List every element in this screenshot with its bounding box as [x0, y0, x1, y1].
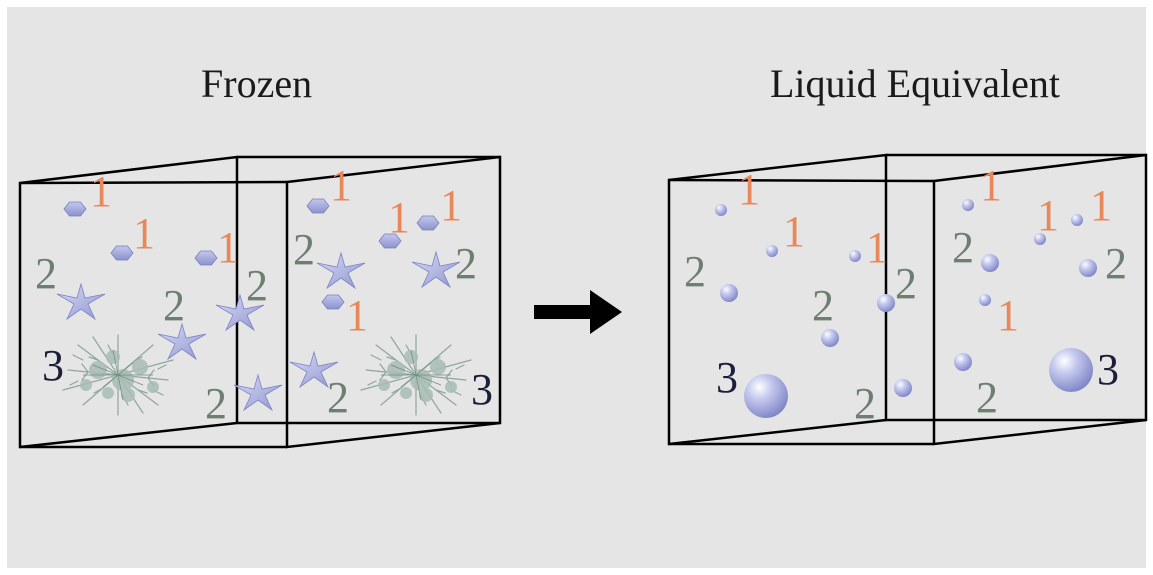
- label-3: 3: [471, 365, 493, 414]
- medium-sphere-icon: [1079, 259, 1097, 277]
- label-2: 2: [976, 373, 998, 422]
- label-2: 2: [895, 259, 917, 308]
- snowflake-cluster-icon: [62, 334, 174, 416]
- label-1: 1: [866, 223, 888, 272]
- label-2: 2: [205, 379, 227, 428]
- hexagon-icon: [321, 294, 345, 310]
- label-2: 2: [293, 225, 315, 274]
- small-sphere-icon: [766, 245, 778, 257]
- medium-sphere-icon: [821, 329, 839, 347]
- label-2: 2: [327, 373, 349, 422]
- star-icon: [316, 252, 366, 289]
- label-1: 1: [388, 193, 410, 242]
- hexagon-icon: [63, 201, 87, 217]
- transition-arrow: [534, 290, 622, 334]
- label-1: 1: [346, 291, 368, 340]
- small-sphere-icon: [962, 199, 974, 211]
- medium-sphere-icon: [720, 284, 738, 302]
- hexagon-icon: [194, 250, 218, 266]
- label-1: 1: [997, 291, 1019, 340]
- label-1: 1: [1090, 181, 1112, 230]
- frozen-labels: 1 1 1 1 1 1 1 2 2 2 2 2 2 2 3 3: [35, 161, 493, 428]
- large-sphere-icon: [1049, 348, 1093, 392]
- title-liquid-equivalent: Liquid Equivalent: [770, 61, 1060, 106]
- label-1: 1: [1037, 191, 1059, 240]
- label-1: 1: [217, 223, 239, 272]
- label-2: 2: [854, 379, 876, 428]
- label-2: 2: [35, 249, 57, 298]
- medium-sphere-icon: [877, 294, 895, 312]
- label-1: 1: [133, 209, 155, 258]
- label-2: 2: [455, 239, 477, 288]
- small-sphere-icon: [1071, 214, 1083, 226]
- liquid-box: [667, 153, 1148, 446]
- label-3: 3: [1097, 345, 1119, 394]
- label-1: 1: [980, 161, 1002, 210]
- large-sphere-icon: [744, 374, 788, 418]
- label-3: 3: [716, 353, 738, 402]
- small-sphere-icon: [979, 294, 991, 306]
- liquid-particles: [715, 199, 1097, 418]
- title-frozen: Frozen: [201, 61, 313, 106]
- label-2: 2: [952, 223, 974, 272]
- frozen-box: [18, 155, 502, 449]
- hexagon-icon: [306, 198, 330, 214]
- medium-sphere-icon: [981, 254, 999, 272]
- label-1: 1: [440, 181, 462, 230]
- label-2: 2: [246, 261, 268, 310]
- label-2: 2: [684, 247, 706, 296]
- label-2: 2: [1105, 239, 1127, 288]
- snowflake-cluster-icon: [360, 334, 472, 416]
- small-sphere-icon: [849, 250, 861, 262]
- hexagon-icon: [110, 245, 134, 261]
- label-2: 2: [163, 281, 185, 330]
- star-icon: [56, 283, 106, 320]
- label-1: 1: [783, 207, 805, 256]
- medium-sphere-icon: [954, 353, 972, 371]
- liquid-labels: 1 1 1 1 1 1 1 2 2 2 2 2 2 2 3 3: [684, 161, 1127, 428]
- label-3: 3: [42, 341, 64, 390]
- label-1: 1: [90, 167, 112, 216]
- label-1: 1: [738, 165, 760, 214]
- star-icon: [411, 251, 461, 288]
- small-sphere-icon: [1034, 233, 1046, 245]
- medium-sphere-icon: [894, 379, 912, 397]
- star-icon: [233, 374, 283, 411]
- label-1: 1: [330, 161, 352, 210]
- label-2: 2: [812, 281, 834, 330]
- background-panel: [7, 7, 1146, 568]
- small-sphere-icon: [715, 204, 727, 216]
- hexagon-icon: [416, 215, 440, 231]
